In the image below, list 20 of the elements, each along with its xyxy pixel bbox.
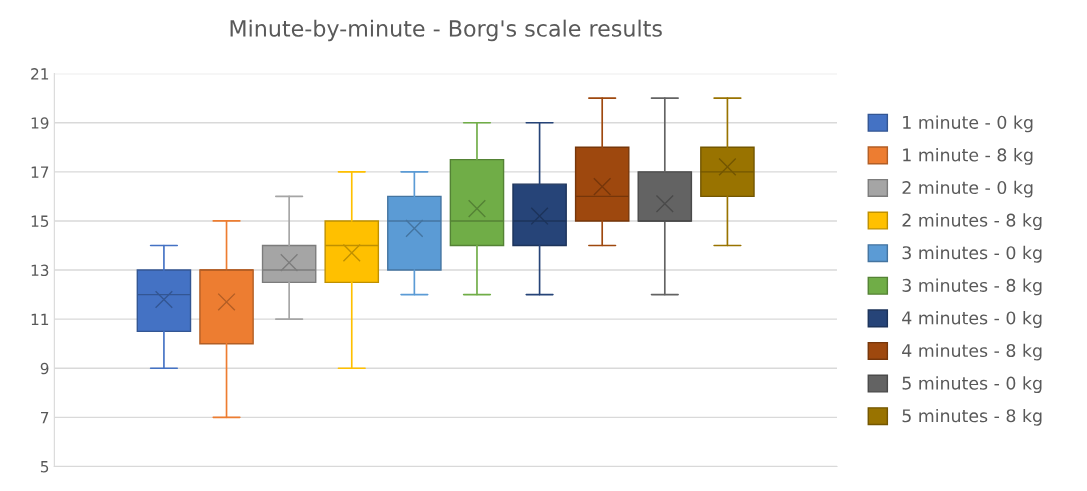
legend-label: 5 minutes - 8 kg (902, 408, 1042, 426)
legend-label: 4 minutes - 0 kg (902, 311, 1042, 328)
legend-label: 5 minutes - 0 kg (902, 376, 1042, 394)
y-tick-label: 7 (41, 412, 49, 424)
legend-label: 1 minute - 8 kg (903, 148, 1033, 165)
legend-label: 4 minutes - 8 kg (902, 343, 1042, 361)
y-tick-label: 5 (40, 461, 49, 473)
y-tick-label: 13 (31, 264, 49, 277)
y-tick-label: 21 (31, 68, 49, 80)
legend-label: 3 minutes - 0 kg (902, 245, 1042, 263)
chart-title: Minute-by-minute - Borg's scale results (230, 19, 662, 42)
y-tick-label: 17 (31, 166, 49, 178)
legend-label: 2 minutes - 8 kg (902, 213, 1042, 231)
y-tick-label: 9 (40, 362, 49, 375)
legend-label: 1 minute - 0 kg (903, 115, 1033, 133)
legend-label: 3 minutes - 8 kg (902, 278, 1042, 296)
y-tick-label: 11 (31, 313, 49, 325)
y-tick-label: 19 (31, 117, 49, 129)
y-tick-label: 15 (31, 215, 49, 227)
legend-label: 2 minute - 0 kg (902, 180, 1033, 198)
